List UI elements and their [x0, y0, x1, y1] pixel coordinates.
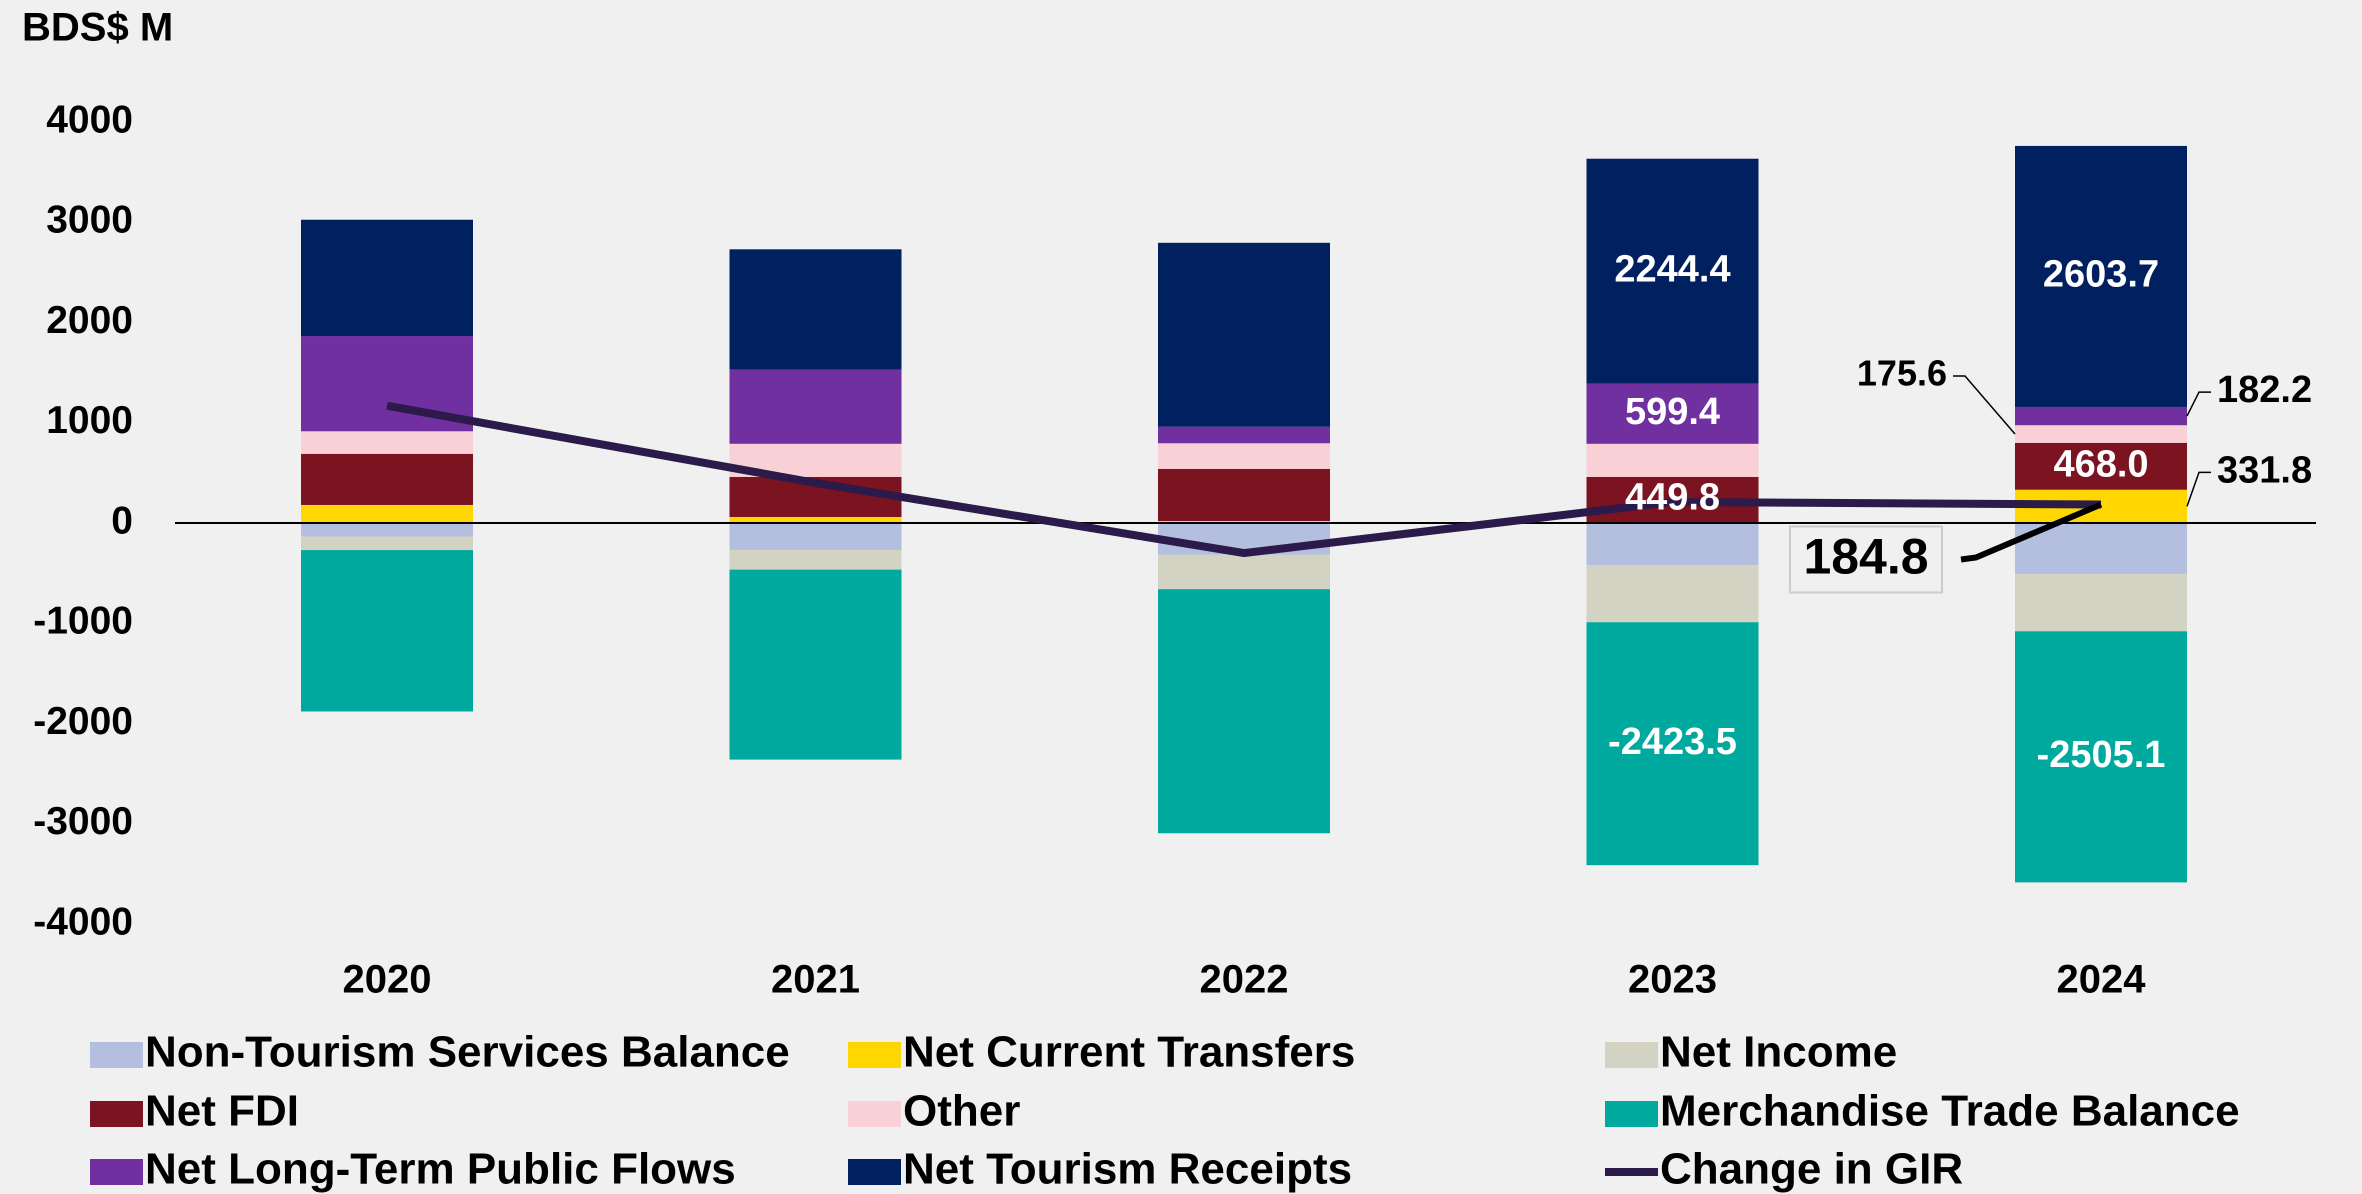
y-tick-label: -1000: [33, 600, 133, 643]
bar-segment: [1586, 622, 1759, 866]
bar-segment: [1158, 468, 1330, 521]
bar-segment: [729, 369, 902, 444]
bar-segment: [301, 453, 473, 505]
data-label: 331.8: [2217, 449, 2312, 491]
bar-segment: [1158, 520, 1330, 523]
data-label: -2423.5: [1608, 721, 1737, 763]
bar-segment: [301, 504, 473, 523]
data-label: 468.0: [2053, 443, 2148, 485]
legend-label: Net Long-Term Public Flows: [145, 1145, 736, 1194]
y-tick-label: 0: [111, 499, 133, 542]
legend-swatch: [90, 1042, 143, 1068]
y-tick-label: 2000: [46, 299, 133, 342]
bar-segment: [301, 219, 473, 337]
data-label: 2244.4: [1614, 248, 1730, 290]
bar-segment: [1586, 383, 1759, 444]
legend-swatch: [848, 1159, 901, 1185]
bar-segment: [301, 536, 473, 551]
bar-segment: [1586, 443, 1759, 477]
y-axis-label: BDS$ M: [22, 6, 173, 50]
leader-line: [1960, 501, 2103, 563]
y-tick-label: -2000: [33, 700, 133, 743]
legend-label: Net FDI: [145, 1087, 299, 1136]
legend-label: Change in GIR: [1660, 1145, 1963, 1194]
bar-segment: [1158, 426, 1330, 444]
x-tick-label: 2021: [771, 958, 860, 1002]
x-tick-label: 2020: [343, 958, 432, 1002]
data-label: 449.8: [1625, 476, 1720, 518]
x-tick-label: 2024: [2057, 958, 2147, 1002]
legend-label: Non-Tourism Services Balance: [145, 1028, 790, 1077]
legend-swatch: [1605, 1101, 1658, 1127]
legend-swatch: [848, 1042, 901, 1068]
legend-swatch: [90, 1101, 143, 1127]
leader-line: [2186, 391, 2211, 417]
bar-segment: [301, 550, 473, 712]
bar-segment: [729, 249, 902, 370]
x-tick-label: 2023: [1628, 958, 1717, 1002]
legend-swatch: [848, 1101, 901, 1127]
bar-segment: [1586, 158, 1759, 384]
bar-segment: [1158, 443, 1330, 469]
legend-swatch: [90, 1159, 143, 1185]
bar-segment: [2015, 574, 2187, 632]
line-label: 184.8: [1803, 529, 1928, 585]
bar-segment: [2015, 631, 2187, 883]
y-tick-label: 3000: [46, 199, 133, 242]
legend-label: Merchandise Trade Balance: [1660, 1087, 2240, 1136]
legend-swatch: [1605, 1042, 1658, 1068]
y-tick-label: -3000: [33, 800, 133, 843]
bar-segment: [2015, 425, 2187, 443]
label-box: [1789, 525, 1943, 594]
leader-line: [1953, 375, 2016, 435]
bar-segment: [301, 523, 473, 537]
bar-segment: [301, 431, 473, 454]
legend-label: Net Current Transfers: [903, 1028, 1355, 1077]
y-tick-label: -4000: [33, 900, 133, 943]
y-tick-label: 1000: [46, 399, 133, 442]
bar-segment: [729, 523, 902, 551]
bar-segment: [1158, 242, 1330, 427]
bar-segment: [729, 569, 902, 760]
legend-label: Other: [903, 1087, 1020, 1136]
legend-label: Net Tourism Receipts: [903, 1145, 1352, 1194]
y-tick-label: 4000: [46, 98, 133, 141]
bar-segment: [1586, 523, 1759, 566]
data-label: 599.4: [1625, 391, 1720, 433]
bar-segment: [1586, 565, 1759, 623]
bar-segment: [729, 550, 902, 570]
leader-line: [2186, 471, 2211, 507]
bar-segment: [2015, 442, 2187, 490]
bar-segment: [729, 516, 902, 523]
data-label: 175.6: [1857, 353, 1947, 394]
data-label: 182.2: [2217, 369, 2312, 411]
gir-line: [386, 401, 2102, 558]
data-label: 2603.7: [2043, 253, 2159, 295]
bar-segment: [2015, 406, 2187, 426]
bar-segment: [1158, 589, 1330, 834]
bar-segment: [2015, 145, 2187, 407]
data-label: -2505.1: [2037, 734, 2166, 776]
bar-segment: [1158, 554, 1330, 590]
legend-label: Net Income: [1660, 1028, 1897, 1077]
x-tick-label: 2022: [1200, 958, 1289, 1002]
